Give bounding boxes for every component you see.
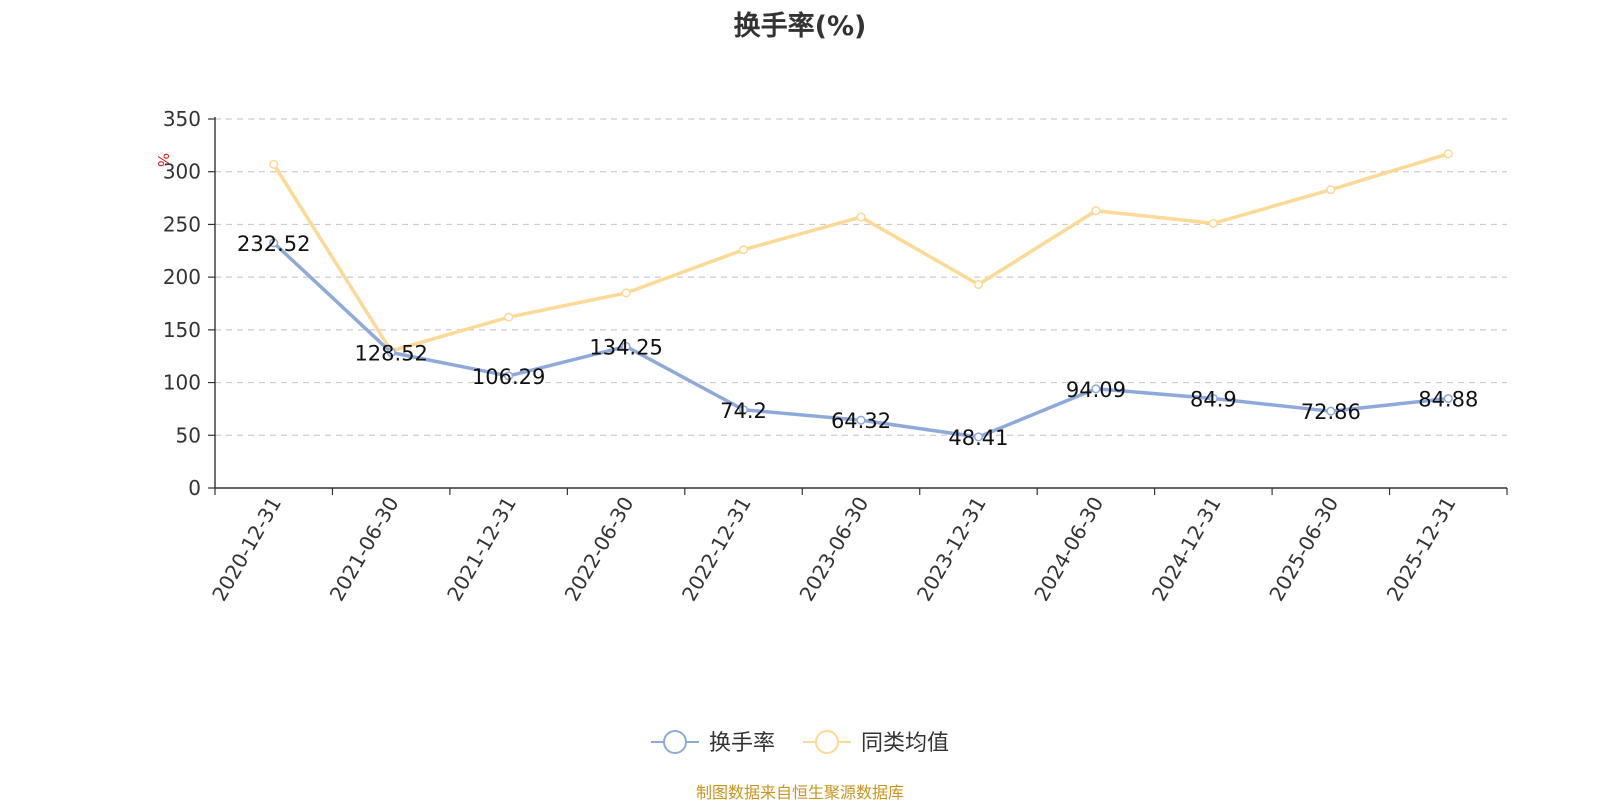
legend-marker-0 [663, 730, 687, 754]
legend-label-0: 换手率 [709, 731, 775, 756]
data-label: 64.32 [831, 409, 891, 433]
x-tick-label: 2023-06-30 [794, 493, 873, 606]
data-point [504, 312, 514, 322]
x-tick-label: 2023-12-31 [912, 493, 991, 606]
data-point [856, 212, 866, 222]
data-point [856, 415, 866, 425]
data-label: 48.41 [948, 426, 1008, 450]
data-point [1443, 393, 1453, 404]
data-label: 106.29 [472, 365, 545, 389]
x-tick-label: 2022-12-31 [677, 493, 756, 606]
y-axis-label: % [154, 153, 172, 167]
data-point [738, 245, 749, 255]
series-line-1 [272, 152, 1449, 353]
y-tick-label: 100 [163, 371, 201, 395]
legend-marker-1 [815, 730, 839, 754]
y-tick-label: 50 [176, 423, 201, 447]
chart-title: 换手率(%) [733, 11, 867, 42]
data-point [1326, 406, 1336, 416]
y-tick-label: 200 [163, 265, 201, 289]
data-label: 84.9 [1190, 387, 1237, 411]
data-label: 84.88 [1418, 388, 1478, 412]
data-point [621, 288, 631, 298]
legend-label-1: 同类均值 [861, 731, 949, 756]
x-tick-label: 2024-12-31 [1147, 493, 1226, 606]
data-point [269, 238, 279, 248]
data-label: 72.86 [1301, 400, 1361, 424]
data-point [973, 279, 984, 290]
x-tick-label: 2021-06-30 [325, 493, 404, 606]
x-tick-label: 2020-12-31 [207, 493, 286, 606]
data-point [1091, 384, 1101, 394]
data-point [1208, 393, 1218, 404]
data-point [738, 405, 749, 415]
data-source-note: 制图数据来自恒生聚源数据库 [695, 783, 904, 802]
data-point [269, 159, 279, 169]
x-tick-label: 2024-06-30 [1029, 493, 1108, 606]
data-point [1208, 218, 1218, 228]
data-point [973, 432, 984, 442]
x-tick-label: 2025-06-30 [1264, 493, 1343, 606]
x-tick-label: 2021-12-31 [442, 493, 521, 606]
data-label: 232.52 [237, 232, 310, 256]
x-tick-label: 2025-12-31 [1382, 493, 1461, 606]
data-point [504, 371, 514, 381]
y-tick-label: 350 [163, 107, 201, 131]
series-line-0 [272, 241, 1449, 439]
data-label: 94.09 [1066, 378, 1126, 402]
data-label: 74.2 [720, 399, 767, 423]
data-point [1326, 185, 1336, 195]
y-tick-label: 0 [188, 476, 201, 500]
data-point [1443, 149, 1453, 159]
data-point [621, 341, 631, 352]
data-label: 128.52 [354, 342, 427, 366]
data-point [386, 347, 396, 358]
y-tick-label: 250 [163, 212, 201, 236]
x-tick-label: 2022-06-30 [560, 493, 639, 606]
y-tick-label: 300 [163, 160, 201, 184]
data-point [1091, 206, 1101, 216]
data-label: 134.25 [589, 335, 662, 359]
y-tick-label: 150 [163, 318, 201, 342]
